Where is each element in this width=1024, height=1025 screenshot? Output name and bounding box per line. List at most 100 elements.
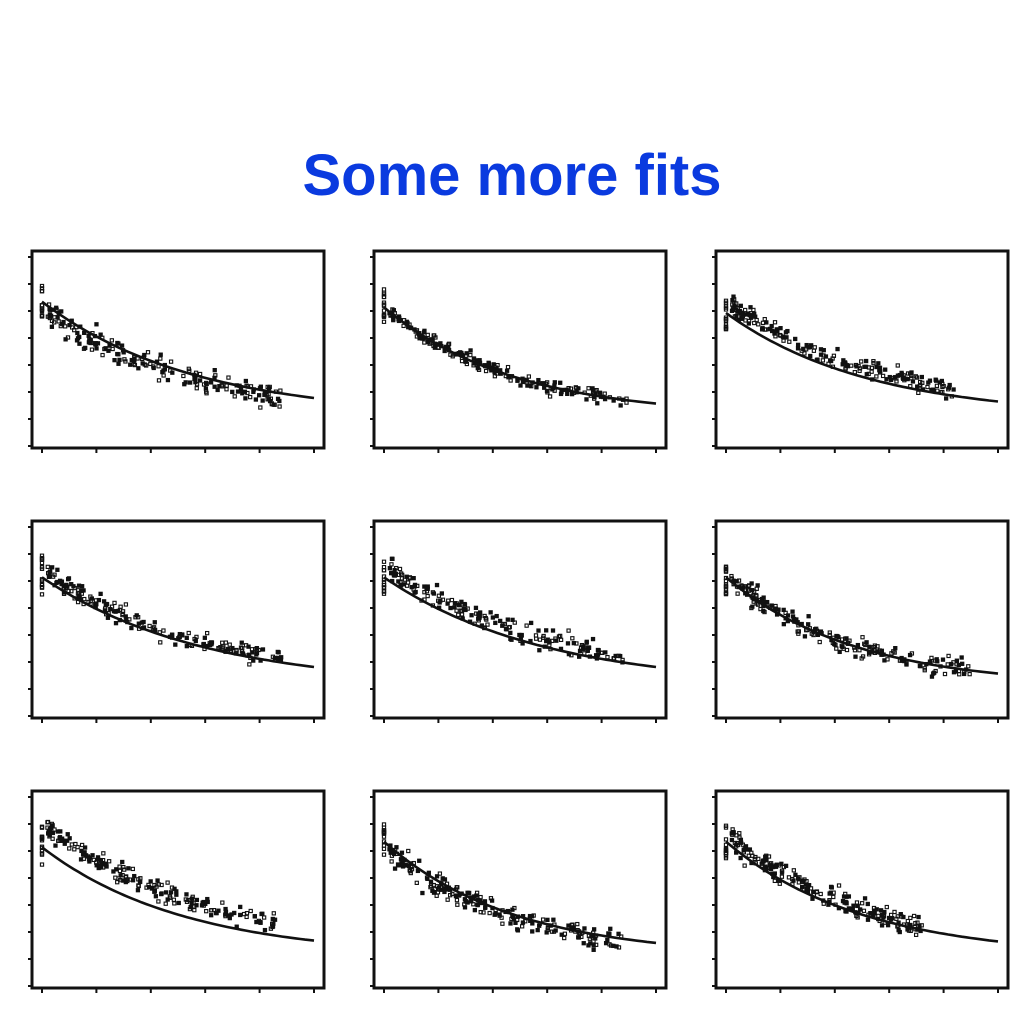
data-point — [425, 593, 430, 599]
data-point — [591, 943, 596, 948]
data-point — [462, 905, 468, 910]
data-point — [223, 906, 228, 912]
data-point — [518, 383, 523, 388]
data-point — [381, 585, 387, 590]
data-point — [867, 644, 872, 649]
data-point — [917, 379, 923, 385]
plot-frame — [372, 249, 668, 450]
data-point — [409, 867, 415, 872]
data-point — [790, 614, 796, 619]
data-point — [118, 873, 123, 878]
data-point — [39, 592, 45, 597]
data-point — [500, 921, 505, 926]
data-point — [381, 568, 387, 573]
data-point — [135, 888, 141, 893]
data-point — [89, 347, 95, 352]
data-point — [275, 649, 280, 655]
data-point — [421, 330, 427, 335]
data-point — [777, 881, 782, 886]
data-point — [69, 582, 74, 587]
data-point — [389, 853, 395, 858]
scatter-plot — [28, 249, 326, 453]
data-point — [595, 647, 601, 653]
data-point — [804, 347, 809, 352]
data-point — [422, 590, 427, 595]
fit-curve — [725, 840, 999, 943]
data-point — [861, 908, 867, 913]
data-points — [39, 819, 278, 933]
data-point — [934, 657, 939, 662]
data-point — [475, 366, 480, 371]
data-point — [65, 577, 71, 582]
data-point — [553, 636, 558, 641]
data-point — [892, 909, 897, 915]
data-point — [102, 346, 107, 352]
fit-curve — [725, 576, 999, 675]
data-point — [510, 907, 515, 912]
data-point — [954, 662, 959, 667]
data-point — [428, 879, 434, 884]
data-point — [230, 389, 235, 395]
data-point — [174, 889, 179, 894]
data-point — [814, 889, 820, 894]
data-point — [82, 845, 88, 850]
data-point — [87, 855, 93, 860]
data-point — [244, 910, 250, 916]
data-point — [91, 857, 97, 863]
data-point — [764, 320, 769, 325]
data-point — [122, 867, 127, 872]
data-point — [189, 901, 194, 906]
data-point — [753, 314, 758, 319]
data-point — [844, 647, 850, 653]
data-point — [508, 630, 513, 636]
data-point — [194, 382, 200, 387]
data-point — [243, 396, 248, 401]
data-point — [49, 821, 55, 827]
data-point — [946, 653, 951, 659]
plot-frame — [714, 519, 1010, 720]
data-point — [558, 633, 563, 639]
data-point — [381, 591, 387, 596]
data-point — [381, 852, 387, 857]
data-point — [188, 904, 193, 910]
data-point — [445, 897, 450, 902]
data-point — [47, 831, 52, 836]
data-point — [862, 896, 868, 901]
data-point — [843, 361, 848, 366]
data-point — [58, 323, 63, 329]
data-point — [883, 367, 888, 372]
data-point — [585, 648, 590, 653]
data-point — [55, 579, 60, 585]
data-point — [746, 321, 752, 326]
data-point — [940, 657, 946, 662]
data-point — [723, 825, 729, 830]
data-point — [218, 645, 223, 650]
fit-curve — [383, 840, 657, 945]
data-point — [877, 370, 883, 375]
data-point — [818, 352, 824, 357]
data-point — [450, 354, 455, 359]
data-point — [767, 326, 773, 332]
data-point — [779, 861, 784, 866]
data-point — [55, 567, 60, 572]
data-point — [123, 602, 129, 607]
data-point — [159, 882, 164, 888]
data-point — [488, 896, 494, 901]
data-point — [75, 330, 80, 336]
data-point — [519, 924, 525, 929]
data-point — [908, 915, 913, 921]
data-point — [932, 670, 937, 675]
data-point — [56, 319, 61, 324]
data-point — [925, 384, 930, 390]
data-point — [62, 324, 68, 329]
data-point — [136, 883, 141, 889]
data-point — [527, 383, 533, 388]
data-point — [486, 360, 491, 365]
data-point — [504, 368, 510, 373]
data-point — [786, 875, 792, 880]
data-point — [492, 374, 498, 379]
data-point — [468, 348, 473, 353]
data-point — [851, 903, 856, 908]
data-point — [116, 361, 121, 366]
data-point — [508, 378, 513, 383]
